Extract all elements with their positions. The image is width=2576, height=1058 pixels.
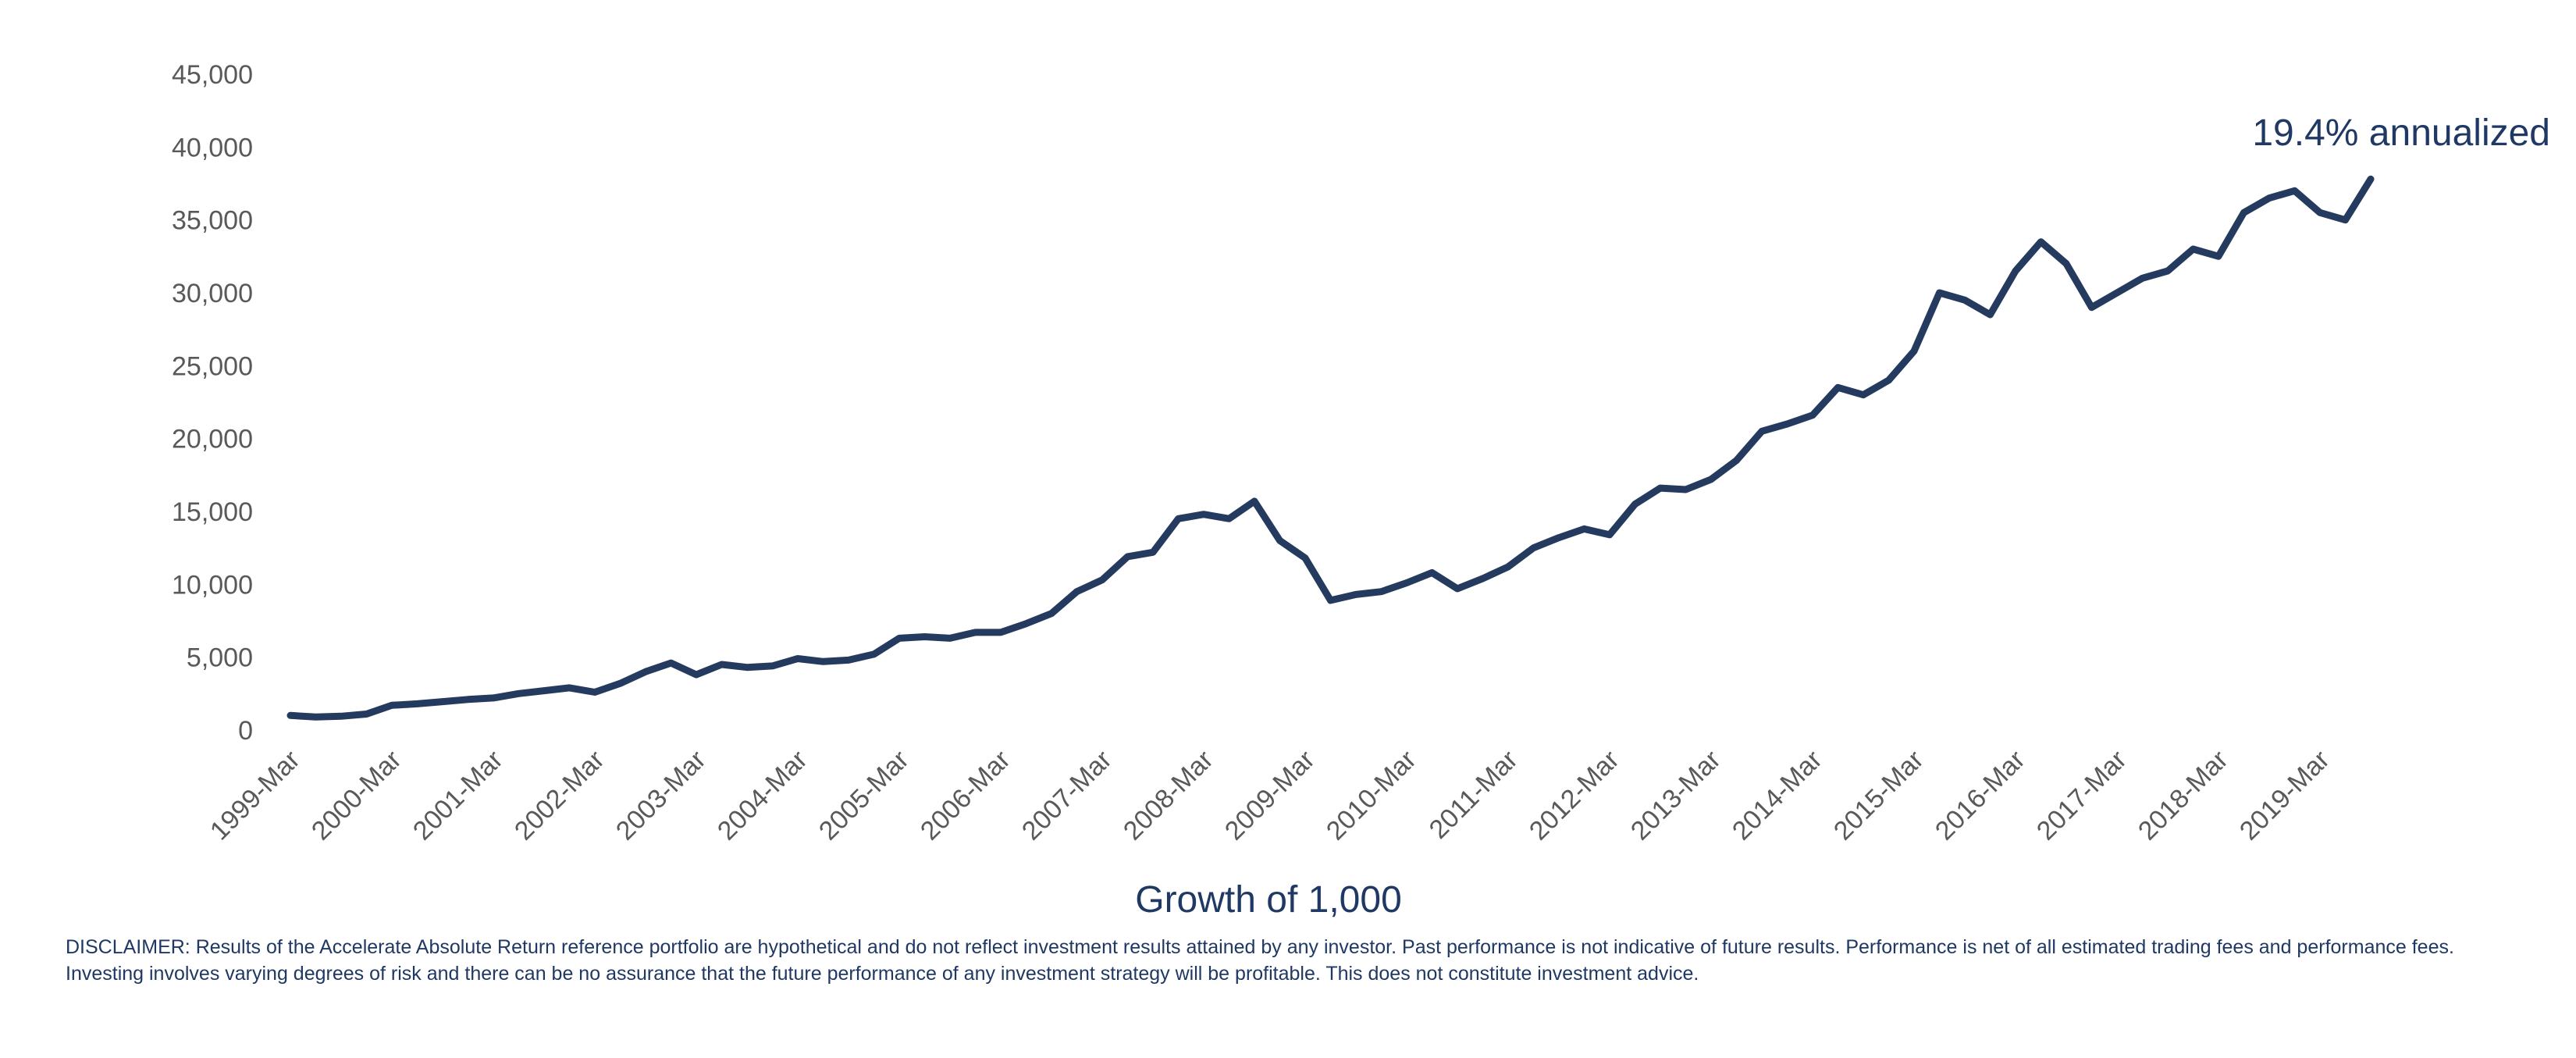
x-tick-label: 2004-Mar <box>712 745 813 846</box>
x-tick-label: 1999-Mar <box>205 745 306 846</box>
x-tick-label: 2013-Mar <box>1625 745 1727 846</box>
x-tick-label: 2002-Mar <box>509 745 610 846</box>
x-tick-label: 2001-Mar <box>407 745 509 846</box>
annualized-annotation: 19.4% annualized <box>2252 112 2550 154</box>
y-tick-label: 35,000 <box>172 206 253 236</box>
series-group <box>286 175 2375 721</box>
x-tick-label: 2015-Mar <box>1828 745 1930 846</box>
x-tick-label: 2019-Mar <box>2234 745 2336 846</box>
y-tick-label: 5,000 <box>187 643 253 673</box>
y-tick-label: 15,000 <box>172 497 253 527</box>
x-tick-label: 2007-Mar <box>1016 745 1118 846</box>
chart-title: Growth of 1,000 <box>1135 879 1402 921</box>
y-tick-label: 45,000 <box>172 60 253 90</box>
disclaimer-text: DISCLAIMER: Results of the Accelerate Ab… <box>66 936 2454 985</box>
x-tick-label: 2018-Mar <box>2133 745 2234 846</box>
y-tick-label: 40,000 <box>172 133 253 162</box>
x-tick-label: 2012-Mar <box>1524 745 1625 846</box>
x-axis-ticks: 1999-Mar 2000-Mar 2001-Mar 2002-Mar 2003-Mar… <box>205 745 2336 846</box>
x-tick-label: 2006-Mar <box>915 745 1016 846</box>
x-tick-label: 2009-Mar <box>1219 745 1321 846</box>
y-tick-label: 10,000 <box>172 570 253 600</box>
y-axis-ticks: 0 5,000 10,000 15,000 20,000 25,000 30,000 35,0… <box>172 60 253 746</box>
growth-series-line <box>286 175 2375 721</box>
x-tick-label: 2008-Mar <box>1118 745 1219 846</box>
x-tick-label: 2005-Mar <box>813 745 915 846</box>
x-tick-label: 2000-Mar <box>306 745 407 846</box>
x-tick-label: 2003-Mar <box>610 745 712 846</box>
y-tick-label: 25,000 <box>172 351 253 381</box>
y-tick-label: 20,000 <box>172 425 253 454</box>
y-tick-label: 0 <box>238 716 253 746</box>
x-tick-label: 2010-Mar <box>1321 745 1422 846</box>
x-tick-label: 2017-Mar <box>2031 745 2133 846</box>
x-tick-label: 2016-Mar <box>1930 745 2031 846</box>
x-tick-label: 2014-Mar <box>1727 745 1828 846</box>
x-tick-label: 2011-Mar <box>1424 745 1524 845</box>
y-tick-label: 30,000 <box>172 279 253 308</box>
